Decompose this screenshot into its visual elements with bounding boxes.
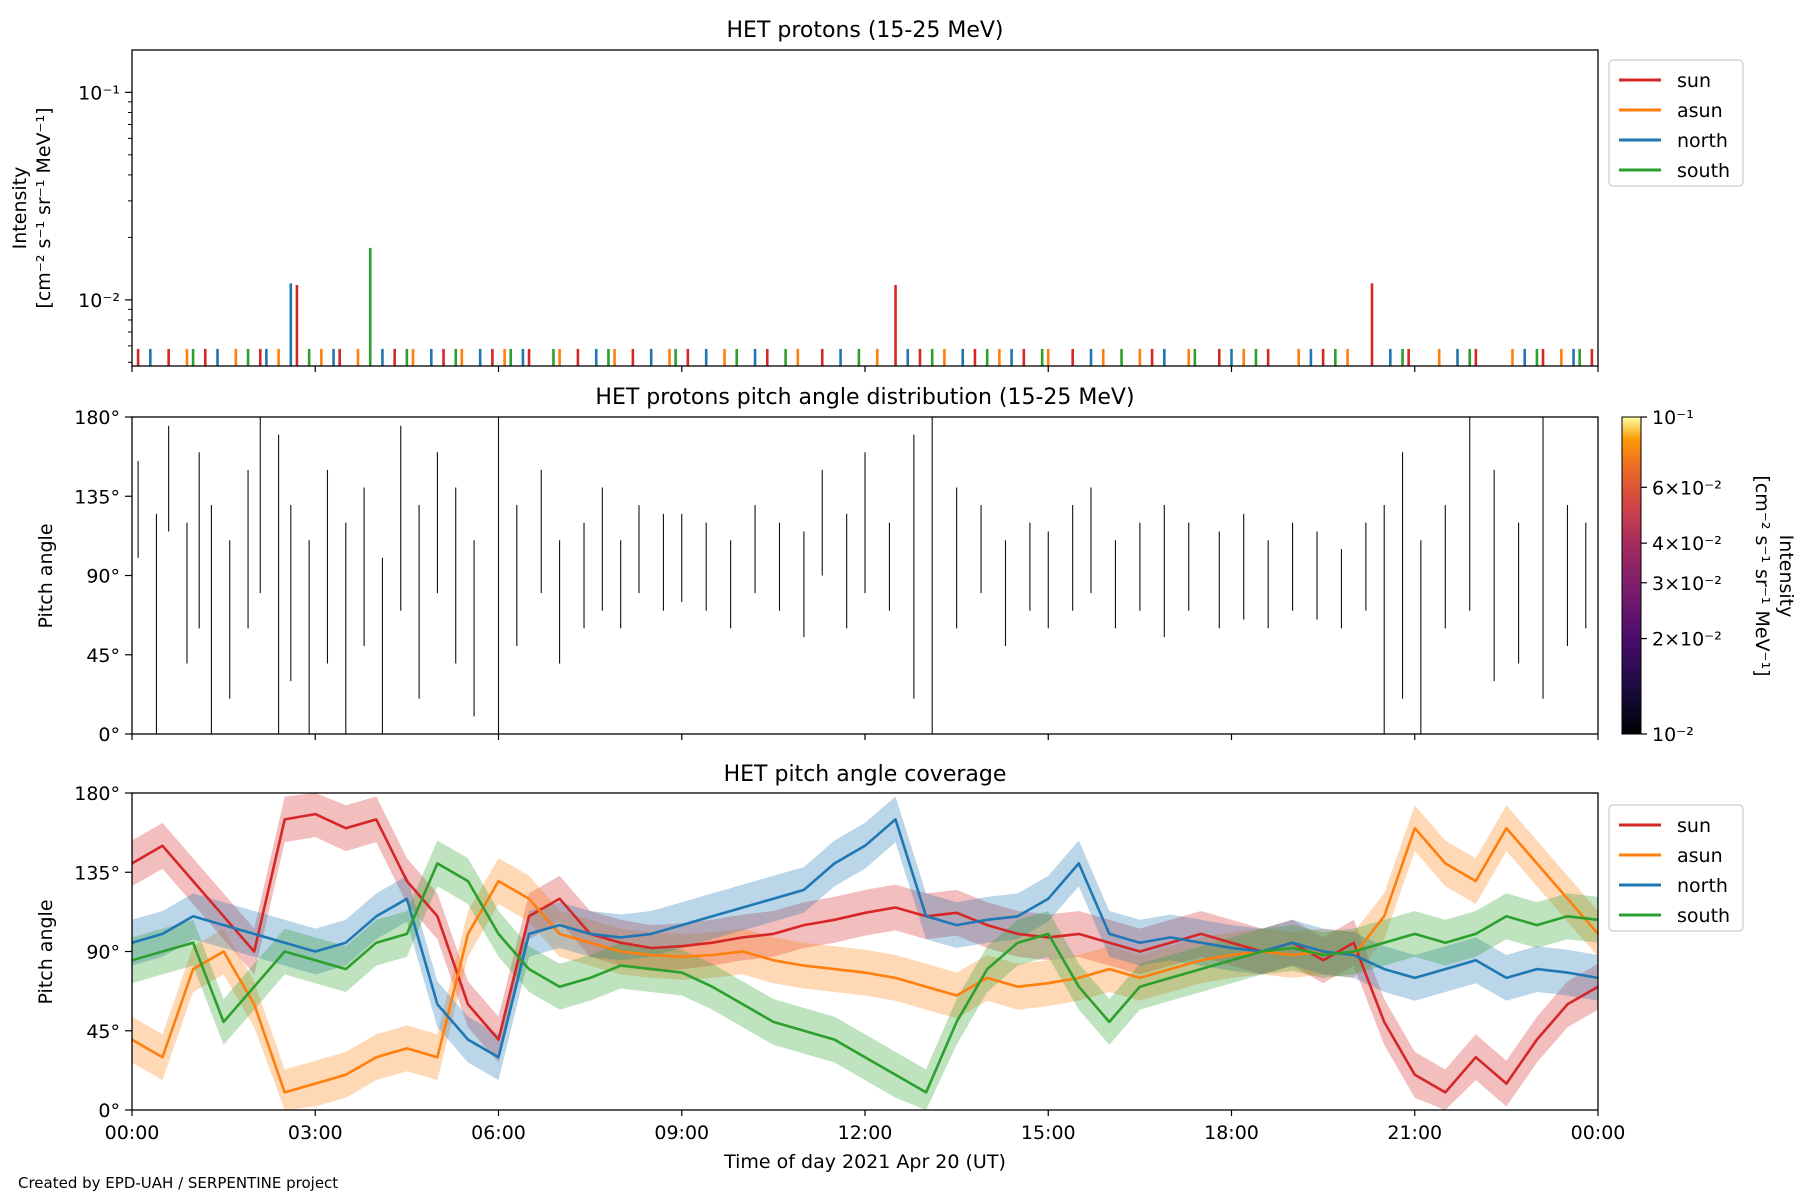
- panel1-title: HET protons (15-25 MeV): [727, 18, 1004, 43]
- y-tick-label: 90°: [86, 942, 120, 964]
- y-tick-label: 90°: [86, 566, 120, 588]
- panel-pitch-angle-distribution: HET protons pitch angle distribution (15…: [35, 385, 1797, 746]
- y-tick-label: 0°: [98, 1100, 120, 1122]
- y-tick-label: 45°: [86, 645, 120, 667]
- x-axis-label: Time of day 2021 Apr 20 (UT): [723, 1151, 1006, 1173]
- panel1-ylabel-line2: [cm⁻² s⁻¹ sr⁻¹ MeV⁻¹]: [33, 107, 55, 308]
- legend-label-asun: asun: [1677, 100, 1723, 122]
- y-tick-label: 10⁻²: [78, 290, 120, 312]
- panel1-ylabel-line1: Intensity: [9, 167, 31, 250]
- coverage-band-north: [132, 796, 1598, 1081]
- panel2-segments: [137, 417, 1587, 734]
- coverage-line-sun: [132, 812, 1598, 1094]
- colorbar: [1621, 416, 1642, 735]
- x-tick-label: 00:00: [1571, 1122, 1626, 1144]
- panel3-ylabel: Pitch angle: [35, 899, 57, 1004]
- y-tick-label: 10⁻¹: [78, 82, 120, 104]
- legend-box: [1608, 59, 1744, 187]
- x-tick-label: 06:00: [471, 1122, 526, 1144]
- legend-label-sun: sun: [1677, 70, 1711, 92]
- legend-box: [1608, 804, 1744, 932]
- panel3-y-ticks: 0° 45° 90° 135° 180°: [74, 783, 132, 1122]
- colorbar-tick-label: 4×10⁻²: [1652, 533, 1722, 555]
- colorbar-tick-label: 6×10⁻²: [1652, 477, 1722, 499]
- legend-label-south: south: [1677, 905, 1730, 927]
- coverage-band-sun: [132, 793, 1598, 1110]
- panel2-title: HET protons pitch angle distribution (15…: [595, 385, 1134, 410]
- y-tick-label: 135°: [74, 862, 120, 884]
- panel1-y-ticks: 10⁻¹ 10⁻²: [78, 82, 132, 363]
- x-tick-label: 12:00: [838, 1122, 893, 1144]
- credit-text: Created by EPD-UAH / SERPENTINE project: [18, 1174, 339, 1192]
- x-tick-label: 21:00: [1387, 1122, 1442, 1144]
- coverage-line-south: [132, 862, 1598, 1094]
- legend-label-north: north: [1677, 875, 1728, 897]
- panel-pitch-angle-coverage: HET pitch angle coverage 0° 45° 90° 135° 180…: [35, 762, 1744, 1173]
- x-tick-label: 00:00: [105, 1122, 160, 1144]
- y-tick-label: 180°: [74, 783, 120, 805]
- panel1-legend: sun asun north south: [1608, 59, 1744, 187]
- y-tick-label: 135°: [74, 486, 120, 508]
- colorbar-tick-label: 2×10⁻²: [1652, 629, 1722, 651]
- panel3-x-ticks: 00:00 03:00 06:00 09:00 12:00 15:00 18:00 21:00…: [105, 1110, 1626, 1144]
- legend-label-north: north: [1677, 130, 1728, 152]
- colorbar-tick-label: 3×10⁻²: [1652, 573, 1722, 595]
- y-tick-label: 45°: [86, 1021, 120, 1043]
- panel2-ylabel: Pitch angle: [35, 523, 57, 628]
- coverage-line-north: [132, 818, 1598, 1059]
- y-tick-label: 0°: [98, 724, 120, 746]
- colorbar-ticks: 10⁻² 2×10⁻² 3×10⁻² 4×10⁻² 6×10⁻² 10⁻¹: [1641, 407, 1722, 746]
- colorbar-tick-label: 10⁻²: [1652, 724, 1694, 746]
- colorbar-label-line2: [cm⁻² s⁻¹ sr⁻¹ MeV⁻¹]: [1751, 475, 1773, 676]
- panel-intensity: HET protons (15-25 MeV) 10⁻¹ 10⁻² Intensi…: [9, 18, 1744, 372]
- legend-label-sun: sun: [1677, 815, 1711, 837]
- panel3-lines: [132, 812, 1598, 1094]
- legend-label-south: south: [1677, 160, 1730, 182]
- panel2-y-ticks: 0° 45° 90° 135° 180°: [74, 407, 132, 746]
- panel3-bands: [132, 793, 1598, 1110]
- colorbar-tick-label: 10⁻¹: [1652, 407, 1694, 429]
- x-tick-label: 18:00: [1204, 1122, 1259, 1144]
- panel1-x-ticks: [131, 366, 1599, 372]
- colorbar-label-line1: Intensity: [1775, 535, 1797, 618]
- panel1-frame: [131, 49, 1599, 367]
- x-tick-label: 15:00: [1021, 1122, 1076, 1144]
- panel1-bars: [136, 247, 1594, 366]
- x-tick-label: 03:00: [288, 1122, 343, 1144]
- x-tick-label: 09:00: [654, 1122, 709, 1144]
- legend-label-asun: asun: [1677, 845, 1723, 867]
- panel3-legend: sun asun north south: [1608, 804, 1744, 932]
- panel1-ylabel: Intensity [cm⁻² s⁻¹ sr⁻¹ MeV⁻¹]: [9, 107, 55, 308]
- panel3-title: HET pitch angle coverage: [724, 762, 1007, 787]
- y-tick-label: 180°: [74, 407, 120, 429]
- panel2-x-ticks: [131, 734, 1599, 740]
- colorbar-label: Intensity [cm⁻² s⁻¹ sr⁻¹ MeV⁻¹]: [1751, 475, 1797, 676]
